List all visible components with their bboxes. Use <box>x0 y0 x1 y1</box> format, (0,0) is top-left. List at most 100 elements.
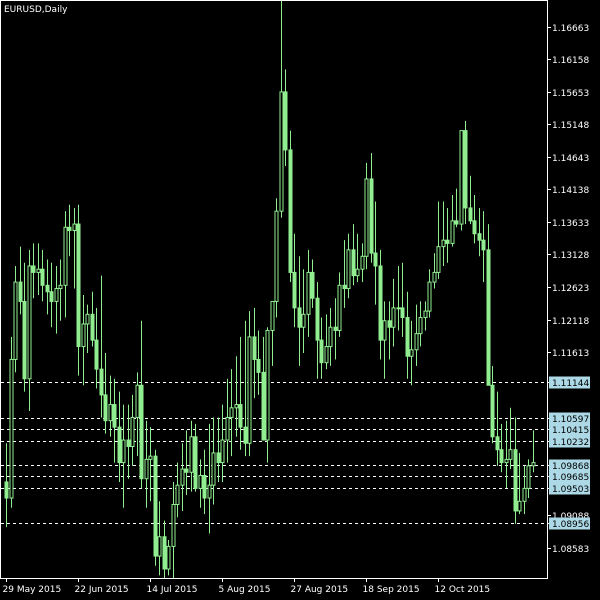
candle-body <box>423 310 428 319</box>
candle <box>400 262 405 337</box>
candle-body <box>310 271 315 299</box>
candle-body <box>58 284 63 290</box>
candle <box>301 269 306 354</box>
candle-body <box>189 436 194 473</box>
candle <box>238 336 243 450</box>
x-tick-label: 29 May 2015 <box>3 585 62 595</box>
candle <box>193 423 198 492</box>
candle <box>229 369 234 457</box>
candle-body <box>9 358 14 499</box>
candle <box>162 520 167 579</box>
candle-body <box>243 426 248 444</box>
candle-body <box>130 416 135 447</box>
candle-body <box>252 336 257 360</box>
candle-body <box>427 281 432 312</box>
candle-body <box>360 255 365 270</box>
candle-body <box>126 439 131 447</box>
candle <box>445 207 450 263</box>
candle <box>391 278 396 347</box>
level-badge-label: 1.09685 <box>552 473 589 483</box>
candle <box>328 307 333 366</box>
candle <box>423 301 428 331</box>
y-tick-label: 1.12623 <box>552 284 589 294</box>
candle <box>148 427 153 502</box>
candle <box>45 259 50 315</box>
candle <box>247 311 252 457</box>
candle-body <box>283 91 288 151</box>
y-tick-label: 1.14138 <box>552 186 589 196</box>
candle-body <box>499 449 504 464</box>
level-badge <box>549 459 590 472</box>
candle-body <box>531 462 536 467</box>
candle-body <box>31 265 36 273</box>
candle <box>22 262 27 392</box>
x-tick-label: 14 Jul 2015 <box>147 585 198 595</box>
candle <box>252 307 257 399</box>
candle <box>243 320 248 457</box>
candle-body <box>432 271 437 283</box>
candle-body <box>247 336 252 444</box>
candle <box>436 201 441 279</box>
level-badge-label: 1.10597 <box>552 415 589 425</box>
candle-body <box>90 313 95 341</box>
x-tick-label: 5 Aug 2015 <box>219 585 271 595</box>
candle-body <box>45 284 50 293</box>
candle-body <box>405 317 410 357</box>
candle <box>517 452 522 515</box>
candle <box>459 130 464 231</box>
candle-body <box>481 239 486 251</box>
candle-body <box>504 458 509 464</box>
candle-body <box>373 252 378 267</box>
candle <box>499 423 504 473</box>
candle-body <box>517 500 522 512</box>
candle <box>342 240 347 308</box>
candle <box>418 301 423 347</box>
candle-body <box>319 339 324 364</box>
candle <box>265 327 270 463</box>
candle-body <box>513 449 518 512</box>
candle-body <box>117 426 122 464</box>
candle-body <box>103 394 108 422</box>
candle <box>292 233 297 328</box>
x-tick-label: 27 Aug 2015 <box>291 585 349 595</box>
y-axis: 1.16663 1.16158 1.15653 1.15148 1.14643 1.141… <box>547 24 589 555</box>
candle <box>360 243 365 283</box>
y-tick-label: 1.16663 <box>552 24 589 34</box>
candle <box>378 249 383 360</box>
chart-title: EURUSD,Daily <box>4 5 68 15</box>
candle-body <box>261 371 266 441</box>
candle-body <box>391 307 396 328</box>
candle-body <box>454 220 459 225</box>
candle-body <box>67 226 72 232</box>
candle <box>450 195 455 247</box>
candle <box>94 307 99 389</box>
candle <box>477 207 482 257</box>
x-tick-label: 18 Sep 2015 <box>363 585 420 595</box>
level-badge-label: 1.10232 <box>552 438 589 448</box>
candle-body <box>342 284 347 290</box>
candle-body <box>459 130 464 225</box>
level-badge <box>549 435 590 448</box>
candle-body <box>153 455 158 557</box>
candle <box>216 417 221 482</box>
candle-body <box>234 404 239 409</box>
candle-body <box>463 130 468 209</box>
candle <box>58 259 63 321</box>
candle-body <box>81 323 86 348</box>
candle <box>135 372 140 457</box>
candle-body <box>351 249 356 277</box>
candle-body <box>193 436 198 489</box>
candle-body <box>139 384 144 480</box>
candle-body <box>40 268 45 286</box>
candle <box>117 391 122 482</box>
candle <box>288 130 293 283</box>
candle <box>355 233 360 283</box>
candle <box>184 430 189 495</box>
candle-body <box>211 452 216 486</box>
candle <box>67 204 72 257</box>
candle-body <box>315 297 320 341</box>
candle <box>513 417 518 524</box>
candle-body <box>364 178 369 257</box>
candle-body <box>162 536 167 570</box>
candle <box>472 195 477 244</box>
